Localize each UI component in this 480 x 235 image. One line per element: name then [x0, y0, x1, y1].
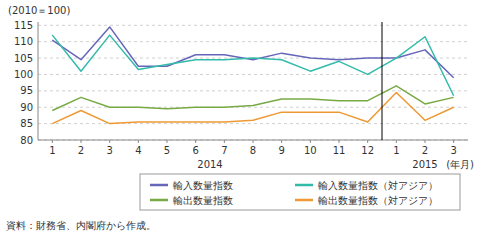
x-tick — [81, 140, 82, 143]
y-tick-label: 115 — [14, 20, 33, 31]
y-tick-label: 95 — [20, 85, 33, 96]
x-tick-label: 2 — [422, 145, 428, 156]
x-tick-label: 11 — [333, 145, 346, 156]
y-tick-label: 90 — [20, 102, 33, 113]
y-axis-line — [38, 22, 39, 140]
legend-label: 輸入数量指数 — [173, 180, 233, 191]
legend-swatch — [150, 184, 168, 187]
x-tick — [253, 140, 254, 143]
x-tick-label: 7 — [221, 145, 227, 156]
x-tick — [138, 140, 139, 143]
x-tick-label: 6 — [192, 145, 198, 156]
x-tick-label: 1 — [393, 145, 399, 156]
x-axis-label: (年月) — [446, 159, 474, 170]
x-tick — [281, 140, 282, 143]
legend-box — [140, 174, 460, 210]
legend-swatch — [150, 199, 168, 202]
grid-line — [38, 74, 468, 75]
chart: (2010＝100)808590951001051101151234567891… — [0, 0, 480, 235]
legend-label: 輸出数量指数（対アジア） — [318, 195, 438, 206]
grid-line — [38, 107, 468, 108]
x-tick-label: 5 — [164, 145, 170, 156]
year-label: 2014 — [197, 159, 222, 170]
x-tick-label: 10 — [304, 145, 317, 156]
grid-line — [38, 25, 468, 26]
x-tick-label: 4 — [135, 145, 141, 156]
x-tick — [109, 140, 110, 143]
year-label: 2015 — [412, 159, 437, 170]
series-line — [52, 92, 453, 123]
series-line — [52, 27, 453, 78]
x-tick — [396, 140, 397, 143]
x-tick — [453, 140, 454, 143]
y-tick-label: 80 — [20, 135, 33, 146]
year-divider — [382, 22, 383, 140]
x-tick — [167, 140, 168, 143]
legend-label: 輸入数量指数（対アジア） — [318, 180, 438, 191]
legend-swatch — [295, 184, 313, 187]
x-tick-label: 2 — [78, 145, 84, 156]
x-tick — [224, 140, 225, 143]
x-tick-label: 3 — [106, 145, 112, 156]
x-tick-label: 1 — [49, 145, 55, 156]
x-tick — [367, 140, 368, 143]
y-tick-label: 85 — [20, 118, 33, 129]
grid-line — [38, 123, 468, 124]
grid-line — [38, 41, 468, 42]
y-tick-label: 100 — [14, 69, 33, 80]
y-tick-label: 110 — [14, 36, 33, 47]
x-tick-label: 3 — [450, 145, 456, 156]
y-tick-label: 105 — [14, 53, 33, 64]
x-tick — [339, 140, 340, 143]
x-tick — [425, 140, 426, 143]
x-tick — [195, 140, 196, 143]
x-tick-label: 9 — [278, 145, 284, 156]
x-tick-label: 8 — [250, 145, 256, 156]
legend-label: 輸出数量指数 — [173, 195, 233, 206]
legend: 輸入数量指数 輸入数量指数（対アジア） 輸出数量指数 輸出数量指数（対アジア） — [140, 174, 460, 210]
x-tick — [52, 140, 53, 143]
series-group — [52, 27, 453, 124]
legend-swatch — [295, 199, 313, 202]
x-tick — [310, 140, 311, 143]
y-axis-label: (2010＝100) — [8, 5, 70, 16]
series-line — [52, 86, 453, 111]
x-tick-label: 12 — [361, 145, 374, 156]
grid — [38, 25, 468, 140]
source-note: 資料：財務省、内閣府から作成。 — [6, 220, 156, 231]
